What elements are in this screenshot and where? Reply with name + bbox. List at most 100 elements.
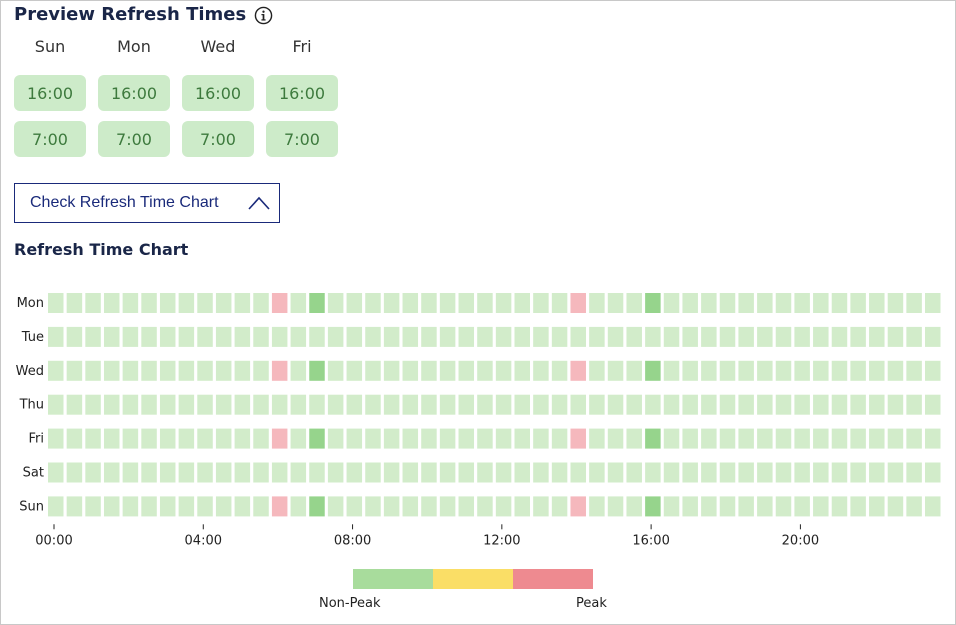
check-refresh-chart-label: Check Refresh Time Chart — [30, 194, 219, 212]
heatmap-cell — [477, 293, 493, 313]
heatmap-cell — [421, 395, 437, 415]
heatmap-cell — [123, 361, 139, 381]
heatmap-cell — [533, 293, 549, 313]
heatmap-cell — [328, 327, 344, 347]
heatmap-cell — [440, 429, 456, 449]
heatmap-cell — [869, 327, 885, 347]
refresh-time-chip[interactable]: 16:00 — [98, 75, 170, 111]
heatmap-cell — [925, 293, 941, 313]
info-icon[interactable] — [254, 6, 273, 25]
heatmap-cell — [813, 327, 829, 347]
legend-label-peak: Peak — [576, 596, 607, 611]
heatmap-cell — [515, 429, 531, 449]
heatmap-cell — [515, 496, 531, 516]
refresh-time-heatmap: Mon Tue Wed Thu Fri Sat Sun 00:00 04:00 08:00 12:0… — [1, 281, 956, 551]
heatmap-cell — [384, 429, 400, 449]
heatmap-cell — [552, 463, 568, 483]
heatmap-cell — [832, 361, 848, 381]
heatmap-cell — [906, 293, 922, 313]
heatmap-cell — [626, 293, 642, 313]
heatmap-cell — [664, 429, 680, 449]
heatmap-cell — [440, 293, 456, 313]
preview-day-label: Sun — [14, 37, 86, 57]
legend-color-bar — [353, 569, 593, 589]
heatmap-cell — [720, 496, 736, 516]
heatmap-cell — [141, 395, 157, 415]
heatmap-cell — [608, 463, 624, 483]
heatmap-cell — [440, 361, 456, 381]
heatmap-cell — [794, 293, 810, 313]
heatmap-cell — [906, 463, 922, 483]
page-title: Preview Refresh Times — [14, 4, 246, 26]
heatmap-cell — [645, 496, 661, 516]
heatmap-cell — [626, 395, 642, 415]
heatmap-cell — [608, 496, 624, 516]
refresh-time-chip[interactable]: 16:00 — [14, 75, 86, 111]
heatmap-cell — [850, 293, 866, 313]
heatmap-cell — [477, 463, 493, 483]
heatmap-cell — [496, 429, 512, 449]
x-axis-tick-label: 00:00 — [35, 533, 72, 548]
heatmap-cell — [179, 327, 195, 347]
heatmap-cell — [888, 361, 904, 381]
heatmap-cell — [794, 361, 810, 381]
heatmap-cell — [738, 293, 754, 313]
heatmap-cell — [253, 395, 269, 415]
heatmap-cell — [179, 463, 195, 483]
heatmap-cell — [440, 496, 456, 516]
heatmap-cell — [328, 293, 344, 313]
heatmap-cell — [104, 395, 120, 415]
refresh-time-chip[interactable]: 7:00 — [266, 121, 338, 157]
heatmap-cell — [533, 395, 549, 415]
heatmap-cell — [570, 496, 586, 516]
check-refresh-chart-button[interactable]: Check Refresh Time Chart — [14, 183, 280, 223]
heatmap-cell — [421, 293, 437, 313]
preview-day-mon: Mon — [98, 37, 170, 57]
heatmap-cell — [141, 429, 157, 449]
heatmap-cell — [272, 395, 288, 415]
heatmap-cell — [160, 395, 176, 415]
heatmap-cell — [160, 496, 176, 516]
heatmap-cell — [67, 293, 83, 313]
heatmap-cell — [776, 395, 792, 415]
refresh-time-chip[interactable]: 7:00 — [98, 121, 170, 157]
heatmap-cell — [645, 429, 661, 449]
heatmap-cell — [552, 361, 568, 381]
heatmap-cell — [496, 496, 512, 516]
heatmap-cell — [291, 361, 307, 381]
heatmap-cell — [757, 395, 773, 415]
heatmap-cell — [197, 361, 213, 381]
heatmap-cell — [925, 327, 941, 347]
heatmap-cell — [477, 429, 493, 449]
x-axis-tick-label: 04:00 — [185, 533, 222, 548]
heatmap-cell — [589, 361, 605, 381]
heatmap-cell — [794, 327, 810, 347]
heatmap-cell — [570, 429, 586, 449]
preview-day-wed: Wed — [182, 37, 254, 57]
refresh-time-chip[interactable]: 7:00 — [182, 121, 254, 157]
row-label: Fri — [29, 432, 45, 447]
heatmap-cell — [365, 293, 381, 313]
heatmap-cell — [832, 395, 848, 415]
heatmap-cell — [794, 496, 810, 516]
preview-day-label: Mon — [98, 37, 170, 57]
heatmap-cell — [589, 327, 605, 347]
refresh-time-chip[interactable]: 16:00 — [182, 75, 254, 111]
refresh-time-chip[interactable]: 7:00 — [14, 121, 86, 157]
refresh-time-chip[interactable]: 16:00 — [266, 75, 338, 111]
heatmap-cell — [160, 429, 176, 449]
legend-label-non-peak: Non-Peak — [319, 596, 380, 611]
heatmap-cell — [328, 429, 344, 449]
heatmap-cell — [85, 327, 101, 347]
heatmap-cell — [216, 327, 232, 347]
heatmap-cell — [813, 463, 829, 483]
heatmap-cell — [850, 327, 866, 347]
heatmap-cell — [160, 463, 176, 483]
heatmap-cell — [682, 429, 698, 449]
heatmap-cell — [179, 395, 195, 415]
heatmap-cell — [384, 395, 400, 415]
heatmap-cell — [608, 361, 624, 381]
heatmap-cell — [216, 463, 232, 483]
heatmap-cell — [440, 327, 456, 347]
heatmap-cell — [906, 395, 922, 415]
